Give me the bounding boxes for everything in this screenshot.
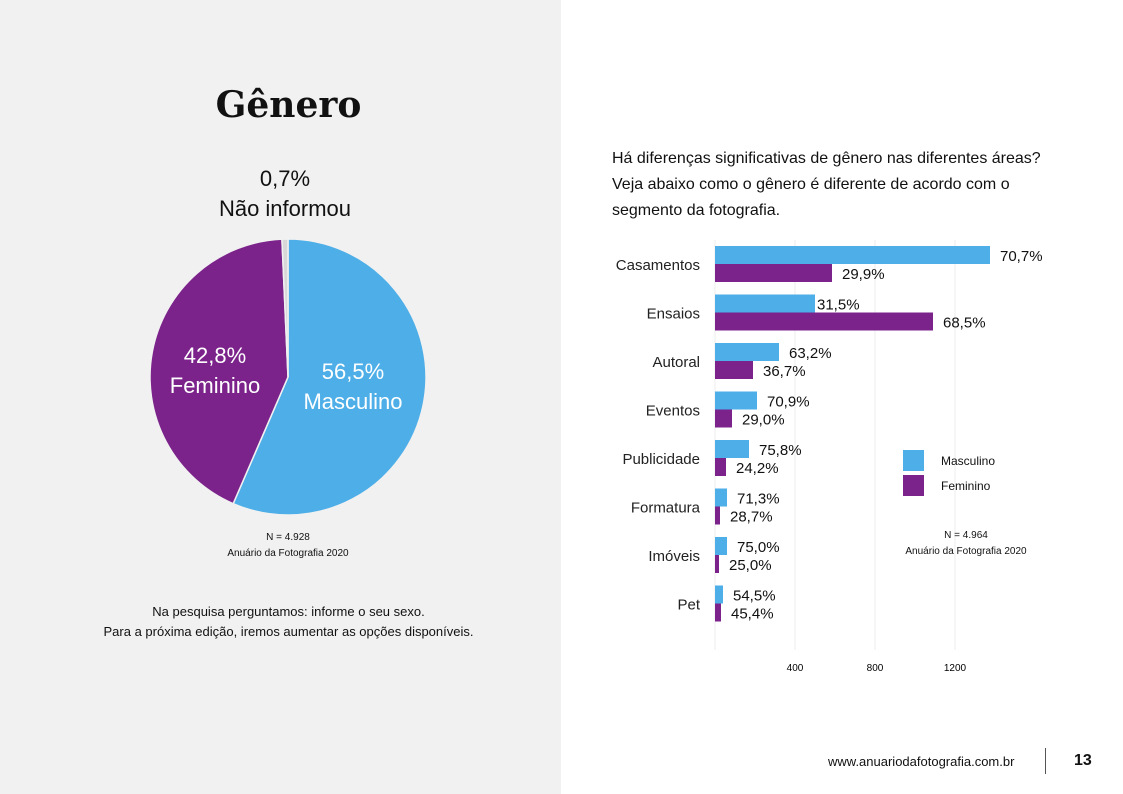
legend-swatch-feminino <box>903 475 924 496</box>
page-title: Gênero <box>215 84 362 126</box>
bar-value-label: 71,3% <box>737 491 780 508</box>
bar-value-label: 70,7% <box>1000 248 1043 265</box>
bar-note: N = 4.964 Anuário da Fotografia 2020 <box>905 530 1027 557</box>
category-label: Pet <box>677 597 700 614</box>
bar-value-label: 24,2% <box>736 460 779 477</box>
pie-slice-não-informou <box>281 238 289 378</box>
bar-value-label: 75,0% <box>737 539 780 556</box>
category-label: Casamentos <box>616 257 700 274</box>
bar-masculino <box>715 488 727 507</box>
bar-value-label: 28,7% <box>730 509 773 526</box>
pie-note: N = 4.928 Anuário da Fotografia 2020 <box>227 532 349 559</box>
pie-slice-masculino <box>232 238 427 516</box>
bar-feminino <box>715 458 726 476</box>
bar-value-label: 31,5% <box>817 297 860 314</box>
bar-value-label: 70,9% <box>767 394 810 411</box>
category-label: Formatura <box>631 500 701 517</box>
bar-value-label: 45,4% <box>731 606 774 623</box>
pie-label-masculino: 56,5% Masculino <box>303 359 403 414</box>
bar-feminino <box>715 264 832 282</box>
bar-masculino <box>715 246 990 264</box>
footer-url[interactable]: www.anuariodafotografia.com.br <box>828 754 1015 769</box>
legend-label: Masculino <box>941 454 995 468</box>
x-tick-label: 800 <box>867 663 884 674</box>
category-label: Imóveis <box>648 548 700 565</box>
pie-chart <box>149 238 427 516</box>
bar-value-label: 29,0% <box>742 412 785 429</box>
bar-value-label: 75,8% <box>759 442 802 459</box>
bar-feminino <box>715 312 933 331</box>
bar-masculino <box>715 391 757 410</box>
bar-value-label: 29,9% <box>842 266 885 283</box>
bar-masculino <box>715 440 749 458</box>
bar-value-label: 25,0% <box>729 557 772 574</box>
bar-masculino <box>715 343 779 361</box>
bar-masculino <box>715 585 723 604</box>
bar-value-label: 68,5% <box>943 315 986 332</box>
category-label: Autoral <box>652 354 700 371</box>
bar-masculino <box>715 537 727 555</box>
intro-text: Há diferenças significativas de gênero n… <box>612 150 1041 219</box>
category-label: Eventos <box>646 403 700 420</box>
bar-feminino <box>715 409 732 428</box>
x-tick-label: 1200 <box>944 663 967 674</box>
pie-label-feminino: 42,8% Feminino <box>169 343 261 398</box>
pie-label-nao-informou: 0,7% Não informou <box>218 166 352 221</box>
bar-feminino <box>715 506 720 525</box>
bar-feminino <box>715 361 753 379</box>
category-label: Ensaios <box>647 306 700 323</box>
bar-feminino <box>715 603 721 622</box>
bar-masculino <box>715 294 815 313</box>
pie-slice-feminino <box>149 238 289 505</box>
category-label: Publicidade <box>622 451 700 468</box>
survey-note: Na pesquisa perguntamos: informe o seu s… <box>103 604 474 639</box>
bar-feminino <box>715 555 719 573</box>
legend-swatch-masculino <box>903 450 924 471</box>
page-number: 13 <box>1074 752 1092 769</box>
footer-divider <box>1045 748 1046 774</box>
bar-chart: 400 800 1200 Casamentos 70,7% 29,9% Ensaios 31,… <box>616 240 1043 674</box>
x-tick-label: 400 <box>787 663 804 674</box>
bar-value-label: 63,2% <box>789 345 832 362</box>
legend-label: Feminino <box>941 479 991 493</box>
bar-value-label: 36,7% <box>763 363 806 380</box>
bar-value-label: 54,5% <box>733 588 776 605</box>
